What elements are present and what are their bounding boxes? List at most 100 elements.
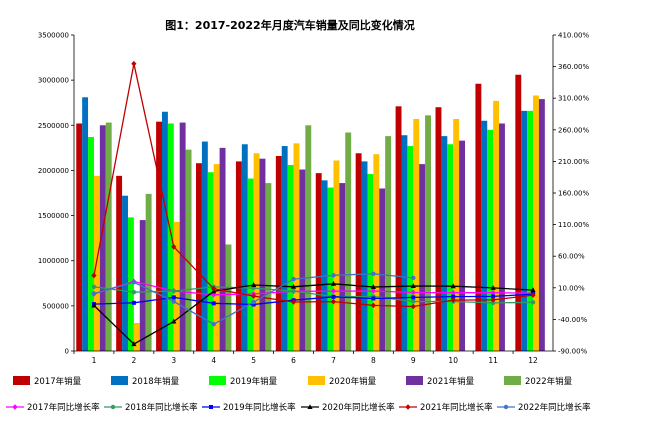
growth-point-2021-m3 (171, 243, 177, 250)
right-tick-label: 60.00% (558, 253, 585, 261)
legend-swatch-sales-2021 (406, 376, 423, 385)
bar-2021-m9 (419, 164, 426, 351)
growth-point-2019-m11 (491, 294, 496, 299)
growth-point-2021-m8 (370, 302, 376, 309)
bar-2021-m4 (219, 147, 226, 351)
bar-2019-m10 (447, 144, 454, 351)
x-tick-label: 6 (291, 356, 296, 365)
bar-2022-m2 (145, 193, 152, 351)
growth-point-2019-m3 (171, 295, 176, 300)
bar-2021-m11 (499, 123, 505, 351)
bar-2017-m2 (116, 175, 123, 351)
left-tick-label: 500000 (42, 302, 69, 310)
growth-point-2022-m2 (131, 280, 137, 285)
bar-2019-m12 (527, 110, 534, 351)
right-tick-label: 310.00% (558, 95, 589, 103)
growth-point-2021-m7 (330, 298, 337, 305)
legend-swatch-sales-2020 (308, 376, 325, 385)
bar-2018-m5 (241, 144, 248, 351)
bar-2020-m11 (493, 100, 500, 351)
growth-point-2019-m2 (131, 300, 136, 305)
growth-point-2020-m9 (410, 283, 416, 289)
growth-point-2021-m12 (530, 292, 536, 298)
bar-2018-m6 (281, 146, 288, 351)
bar-2021-m7 (339, 183, 346, 351)
legend-swatch-sales-2018 (111, 376, 128, 385)
bar-2018-m1 (82, 97, 89, 351)
growth-point-2017-m4 (211, 291, 217, 298)
growth-point-2019-m5 (251, 302, 256, 307)
growth-point-2022-m6 (291, 276, 296, 282)
bar-2017-m6 (275, 155, 282, 351)
bar-2021-m8 (379, 188, 386, 351)
growth-point-2020-m8 (370, 284, 376, 289)
growth-point-2020-m3 (171, 318, 177, 324)
growth-point-2020-m7 (330, 280, 337, 286)
right-tick-label: 410.00% (558, 32, 589, 40)
right-tick-label: 260.00% (558, 126, 589, 134)
bar-2017-m4 (196, 163, 202, 351)
growth-point-2021-m4 (211, 285, 217, 292)
legend-label-sales-2019: 2019年销量 (230, 376, 278, 387)
legend-marker-growth-2022 (503, 404, 509, 410)
bar-2021-m5 (259, 158, 266, 351)
right-tick-label: 10.00% (558, 284, 585, 292)
left-tick-label: 1500000 (38, 212, 69, 220)
bar-2022-m5 (265, 183, 272, 351)
bar-2019-m8 (367, 174, 374, 351)
growth-point-2020-m12 (530, 287, 536, 293)
bar-2019-m7 (327, 187, 334, 351)
right-tick-label: -90.00% (558, 348, 588, 356)
bar-2017-m7 (315, 173, 322, 351)
legend-label-sales-2020: 2020年销量 (329, 376, 377, 387)
x-tick-label: 4 (211, 356, 216, 365)
x-tick-label: 7 (331, 356, 336, 365)
growth-point-2018-m9 (411, 299, 416, 304)
growth-point-2019-m7 (331, 294, 336, 299)
legend-label-growth-2022: 2022年同比增长率 (518, 402, 591, 413)
growth-point-2020-m6 (290, 283, 297, 289)
legend-swatch-sales-2022 (504, 376, 521, 385)
bar-2022-m9 (425, 115, 431, 351)
bar-2019-m4 (207, 172, 214, 351)
growth-point-2017-m11 (490, 289, 496, 296)
legend-label-sales-2021: 2021年销量 (427, 376, 475, 387)
legend-label-sales-2018: 2018年销量 (132, 376, 180, 387)
growth-point-2021-m2 (131, 60, 137, 67)
bar-2020-m5 (253, 153, 260, 351)
bar-2019-m11 (487, 129, 494, 351)
growth-point-2018-m2 (131, 290, 137, 295)
x-tick-label: 1 (92, 356, 97, 365)
left-tick-label: 3500000 (38, 32, 69, 40)
growth-line-2018 (93, 286, 534, 304)
bar-2018-m12 (521, 110, 528, 351)
bar-2019-m5 (247, 178, 254, 351)
bar-2019-m2 (127, 217, 134, 351)
bar-2020-m6 (293, 143, 300, 351)
legend-marker-growth-2018 (110, 404, 116, 410)
legend-marker-growth-2021 (405, 404, 411, 410)
legend-marker-growth-2019 (209, 405, 213, 409)
bar-2020-m9 (413, 118, 420, 351)
bar-2021-m6 (299, 169, 306, 351)
growth-line-2021 (93, 63, 534, 308)
bar-2020-m3 (173, 221, 180, 351)
left-tick-label: 0 (65, 348, 69, 356)
right-tick-label: 160.00% (558, 190, 589, 198)
growth-point-2020-m5 (251, 282, 257, 287)
bar-2019-m6 (287, 165, 294, 351)
bar-series-group (76, 74, 545, 352)
bar-2017-m5 (235, 161, 242, 351)
bar-2020-m10 (453, 118, 460, 351)
left-tick-label: 2500000 (38, 122, 69, 130)
bar-2017-m3 (156, 121, 162, 351)
right-tick-label: 360.00% (558, 63, 589, 71)
x-tick-label: 5 (251, 356, 256, 365)
right-tick-label: -40.00% (558, 316, 588, 324)
legend-label-growth-2020: 2020年同比增长率 (322, 402, 395, 413)
bar-2017-m1 (76, 123, 83, 351)
growth-point-2022-m4 (211, 322, 216, 327)
growth-point-2022-m8 (371, 271, 376, 277)
growth-point-2020-m10 (450, 283, 456, 289)
